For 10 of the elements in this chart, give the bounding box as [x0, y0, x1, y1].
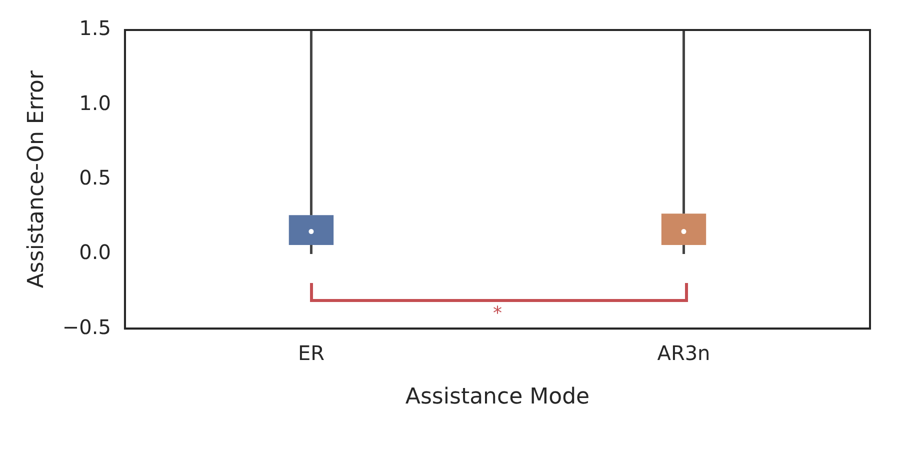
- y-tick-label: −0.5: [62, 314, 111, 339]
- y-axis-title: Assistance-On Error: [24, 70, 49, 288]
- x-tick-label: AR3n: [657, 340, 710, 365]
- y-tick-label: 0.5: [79, 166, 111, 190]
- y-tick-label: 1.5: [79, 16, 111, 40]
- y-tick-label: 1.0: [79, 90, 111, 115]
- x-axis-title: Assistance Mode: [405, 384, 590, 410]
- annotation: *: [492, 302, 503, 324]
- y-tick-label: 0.0: [79, 240, 111, 264]
- x-tick-label: ER: [298, 340, 325, 365]
